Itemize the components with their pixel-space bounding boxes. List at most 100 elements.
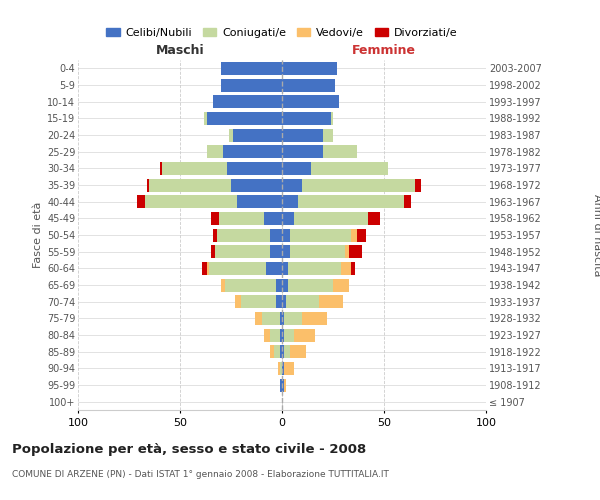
Bar <box>282 328 284 342</box>
Bar <box>161 162 227 175</box>
Bar <box>148 178 149 192</box>
Bar <box>415 178 421 192</box>
Bar <box>282 362 284 375</box>
Bar <box>282 228 290 241</box>
Bar <box>217 228 270 241</box>
Bar <box>323 128 333 141</box>
Bar <box>319 295 343 308</box>
Bar <box>349 245 362 258</box>
Bar <box>311 162 388 175</box>
Bar <box>209 262 266 275</box>
Bar <box>256 312 262 325</box>
Bar <box>288 278 333 291</box>
Bar <box>160 162 161 175</box>
Bar <box>288 262 341 275</box>
Bar <box>282 112 331 125</box>
Bar <box>282 262 288 275</box>
Bar <box>331 112 333 125</box>
Bar <box>263 328 270 342</box>
Bar <box>333 278 349 291</box>
Bar <box>284 345 290 358</box>
Bar <box>270 245 282 258</box>
Bar <box>282 245 290 258</box>
Y-axis label: Anni di nascita: Anni di nascita <box>592 194 600 276</box>
Bar <box>280 345 282 358</box>
Bar <box>282 312 284 325</box>
Bar <box>276 295 282 308</box>
Y-axis label: Fasce di età: Fasce di età <box>32 202 43 268</box>
Bar <box>345 245 349 258</box>
Bar <box>404 195 410 208</box>
Bar <box>229 128 233 141</box>
Bar <box>227 162 282 175</box>
Bar <box>302 312 327 325</box>
Legend: Celibi/Nubili, Coniugati/e, Vedovi/e, Divorziati/e: Celibi/Nubili, Coniugati/e, Vedovi/e, Di… <box>102 24 462 42</box>
Bar <box>284 362 294 375</box>
Bar <box>206 112 282 125</box>
Bar <box>266 262 282 275</box>
Bar <box>221 62 282 75</box>
Bar <box>282 345 284 358</box>
Bar <box>298 195 404 208</box>
Bar <box>280 312 282 325</box>
Bar <box>270 228 282 241</box>
Bar <box>263 212 282 225</box>
Bar <box>282 162 311 175</box>
Bar <box>233 128 282 141</box>
Bar <box>282 145 323 158</box>
Bar <box>219 212 263 225</box>
Bar <box>352 262 355 275</box>
Bar <box>212 95 282 108</box>
Bar <box>282 212 294 225</box>
Bar <box>280 378 282 392</box>
Bar <box>274 345 280 358</box>
Text: Popolazione per età, sesso e stato civile - 2008: Popolazione per età, sesso e stato civil… <box>12 442 366 456</box>
Bar <box>206 262 209 275</box>
Bar <box>282 295 286 308</box>
Bar <box>282 378 284 392</box>
Bar <box>282 78 335 92</box>
Bar <box>221 78 282 92</box>
Bar <box>205 112 206 125</box>
Bar <box>212 228 217 241</box>
Bar <box>270 345 274 358</box>
Text: COMUNE DI ARZENE (PN) - Dati ISTAT 1° gennaio 2008 - Elaborazione TUTTITALIA.IT: COMUNE DI ARZENE (PN) - Dati ISTAT 1° ge… <box>12 470 389 479</box>
Bar <box>294 328 314 342</box>
Bar <box>358 228 365 241</box>
Bar <box>215 245 270 258</box>
Bar <box>237 195 282 208</box>
Bar <box>280 328 282 342</box>
Bar <box>294 212 368 225</box>
Bar <box>262 312 280 325</box>
Bar <box>286 295 319 308</box>
Bar <box>290 245 345 258</box>
Bar <box>352 228 358 241</box>
Text: Maschi: Maschi <box>155 44 205 57</box>
Bar <box>241 295 276 308</box>
Bar <box>270 328 280 342</box>
Bar <box>221 278 225 291</box>
Bar <box>284 312 302 325</box>
Bar <box>290 228 352 241</box>
Bar <box>223 145 282 158</box>
Bar <box>206 145 223 158</box>
Bar <box>368 212 380 225</box>
Bar <box>211 212 219 225</box>
Bar <box>290 345 307 358</box>
Bar <box>278 362 280 375</box>
Bar <box>282 195 298 208</box>
Bar <box>225 278 276 291</box>
Bar <box>323 145 358 158</box>
Bar <box>284 378 286 392</box>
Bar <box>280 362 282 375</box>
Bar <box>302 178 415 192</box>
Bar <box>276 278 282 291</box>
Bar <box>149 178 231 192</box>
Bar <box>282 178 302 192</box>
Bar <box>284 328 294 342</box>
Bar <box>231 178 282 192</box>
Bar <box>282 278 288 291</box>
Bar <box>282 95 339 108</box>
Bar <box>211 245 215 258</box>
Text: Femmine: Femmine <box>352 44 416 57</box>
